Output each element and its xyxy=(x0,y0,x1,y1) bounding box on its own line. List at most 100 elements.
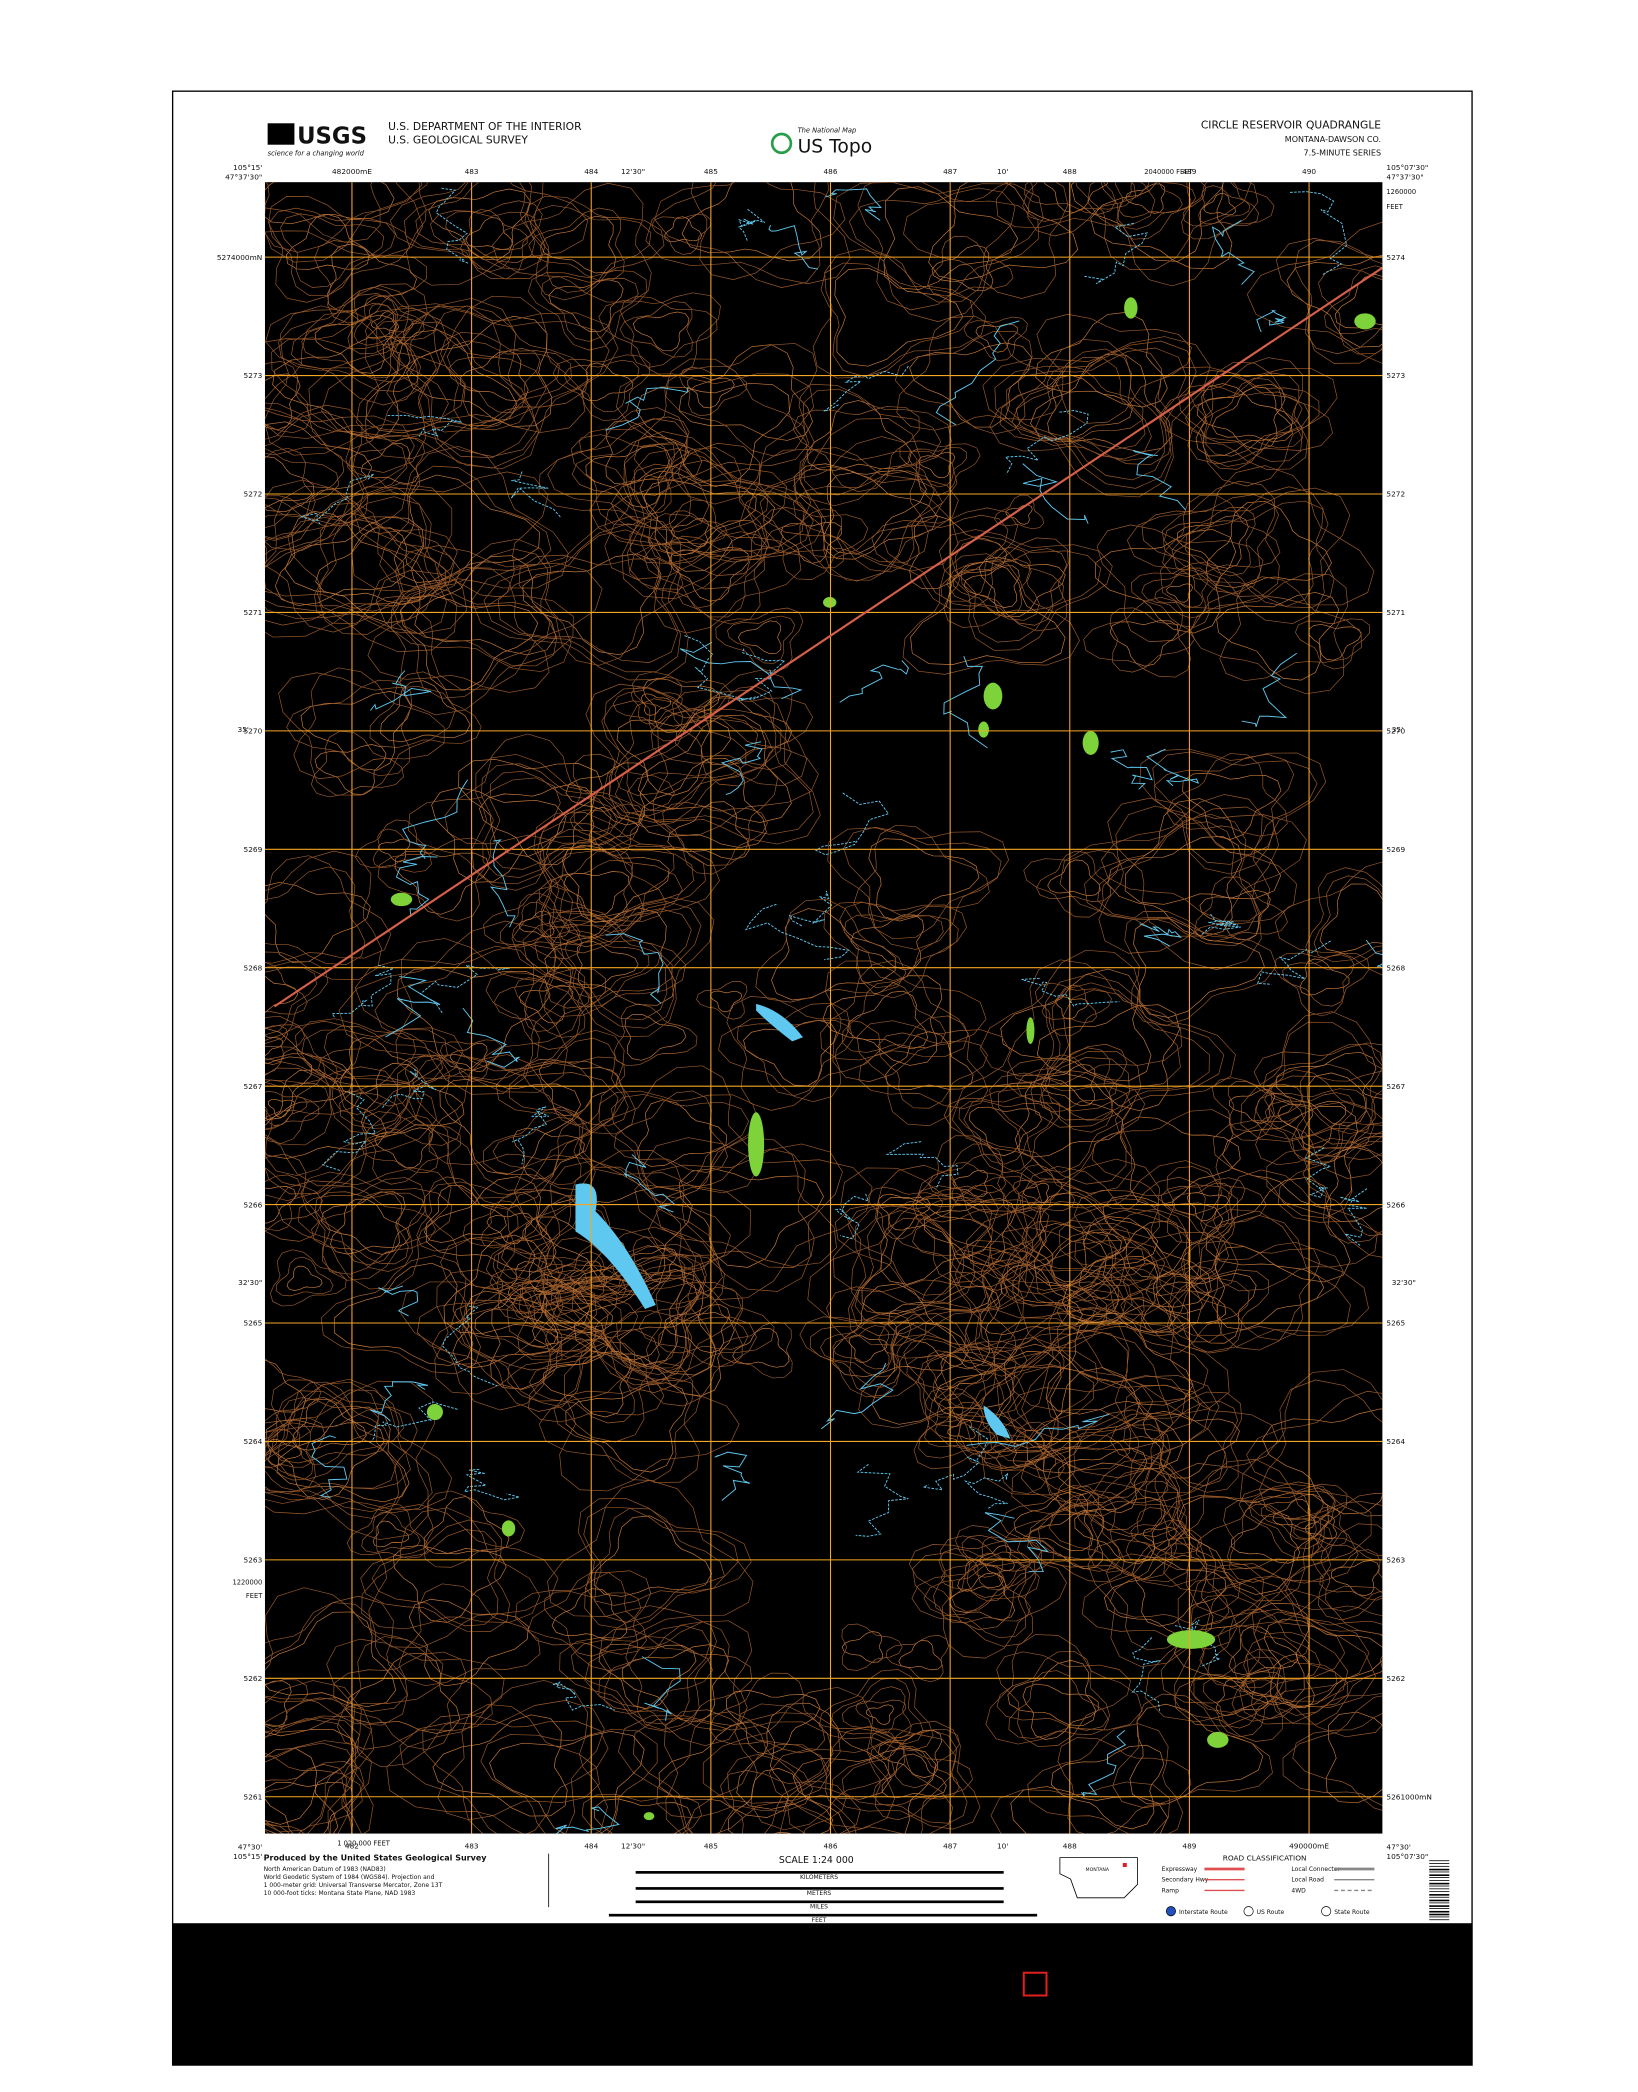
easting-label: 485 xyxy=(704,1841,718,1850)
contour xyxy=(1203,374,1310,457)
contour xyxy=(1294,240,1383,355)
contour xyxy=(726,996,881,1111)
contour xyxy=(386,295,586,433)
contour xyxy=(439,1078,582,1175)
contour xyxy=(662,801,768,875)
contour xyxy=(428,188,531,261)
bar xyxy=(1429,1905,1450,1907)
contour xyxy=(368,1504,559,1648)
black-band xyxy=(172,1923,1473,2066)
contour xyxy=(1246,221,1383,364)
easting-label: 484 xyxy=(584,167,598,176)
contour xyxy=(658,1291,749,1354)
vegetation xyxy=(390,892,413,907)
contour xyxy=(1196,384,1286,451)
contour xyxy=(614,698,747,796)
contour xyxy=(265,1406,418,1519)
left-label: FEET xyxy=(246,1592,263,1600)
contour xyxy=(380,680,471,743)
contour xyxy=(275,1256,334,1297)
contour xyxy=(1198,185,1251,225)
contour xyxy=(268,196,410,303)
contour xyxy=(1275,238,1383,364)
highway xyxy=(273,266,1383,1008)
contour xyxy=(1035,1435,1171,1530)
contour xyxy=(314,240,427,324)
contour xyxy=(423,1490,525,1568)
contour xyxy=(1277,1122,1383,1236)
bar xyxy=(1429,1894,1450,1896)
terrain xyxy=(264,182,1383,1834)
contour xyxy=(507,1261,563,1302)
contour xyxy=(301,1029,448,1127)
contour xyxy=(264,1020,362,1146)
contour xyxy=(571,436,675,515)
contour xyxy=(1334,274,1383,329)
contour xyxy=(878,1193,932,1231)
contour xyxy=(911,1551,1036,1647)
contour xyxy=(563,871,630,916)
stream xyxy=(331,964,395,1018)
contour xyxy=(891,1334,1028,1428)
contour xyxy=(1166,753,1288,837)
contour xyxy=(1203,1677,1279,1729)
contour xyxy=(318,1033,416,1107)
contour xyxy=(517,1269,639,1361)
contour xyxy=(271,337,437,451)
contour xyxy=(572,753,675,833)
contour xyxy=(999,348,1152,460)
contour xyxy=(643,531,768,618)
contour xyxy=(264,1358,322,1422)
contour xyxy=(1231,1512,1301,1564)
contour xyxy=(602,689,821,845)
bottom-label: 10' xyxy=(997,1841,1008,1850)
contour xyxy=(931,244,994,292)
contour xyxy=(1200,377,1304,449)
easting-label: 488 xyxy=(1063,167,1077,176)
stream xyxy=(489,839,516,928)
contour xyxy=(264,447,345,541)
contour xyxy=(300,691,412,771)
topo-logo xyxy=(770,132,793,155)
contour xyxy=(264,1045,437,1202)
contour xyxy=(278,285,421,392)
stream xyxy=(839,660,909,703)
contour xyxy=(664,1709,831,1834)
contour xyxy=(264,1747,339,1834)
contour xyxy=(1083,596,1191,678)
contour xyxy=(896,315,1064,431)
contour xyxy=(351,446,569,592)
stream xyxy=(605,386,689,431)
contour xyxy=(264,1728,355,1825)
contour xyxy=(280,213,385,288)
contour xyxy=(1000,1485,1100,1561)
contour xyxy=(965,1248,1108,1354)
contour xyxy=(652,709,819,836)
contour xyxy=(629,463,769,565)
contour xyxy=(528,207,625,281)
contour xyxy=(1015,347,1173,465)
contour xyxy=(738,418,959,572)
contour xyxy=(559,1616,717,1733)
vegetation xyxy=(1207,1731,1229,1748)
contour xyxy=(527,270,648,351)
contour xyxy=(264,1360,307,1413)
contour xyxy=(415,182,536,263)
contour xyxy=(535,838,667,929)
contour xyxy=(315,527,427,605)
contour xyxy=(439,1039,502,1082)
contour xyxy=(1045,1312,1194,1415)
contour xyxy=(728,1768,834,1834)
contour xyxy=(833,182,1044,322)
easting-label: 490 xyxy=(1302,167,1316,176)
stream xyxy=(1022,463,1089,524)
contour xyxy=(1130,1519,1186,1559)
contour xyxy=(938,1548,1027,1612)
contour xyxy=(647,1137,837,1267)
contour xyxy=(264,961,329,1044)
contour xyxy=(264,1764,354,1834)
contour xyxy=(616,1310,757,1407)
right-label: 35' xyxy=(1392,725,1403,734)
contour xyxy=(264,1717,360,1833)
